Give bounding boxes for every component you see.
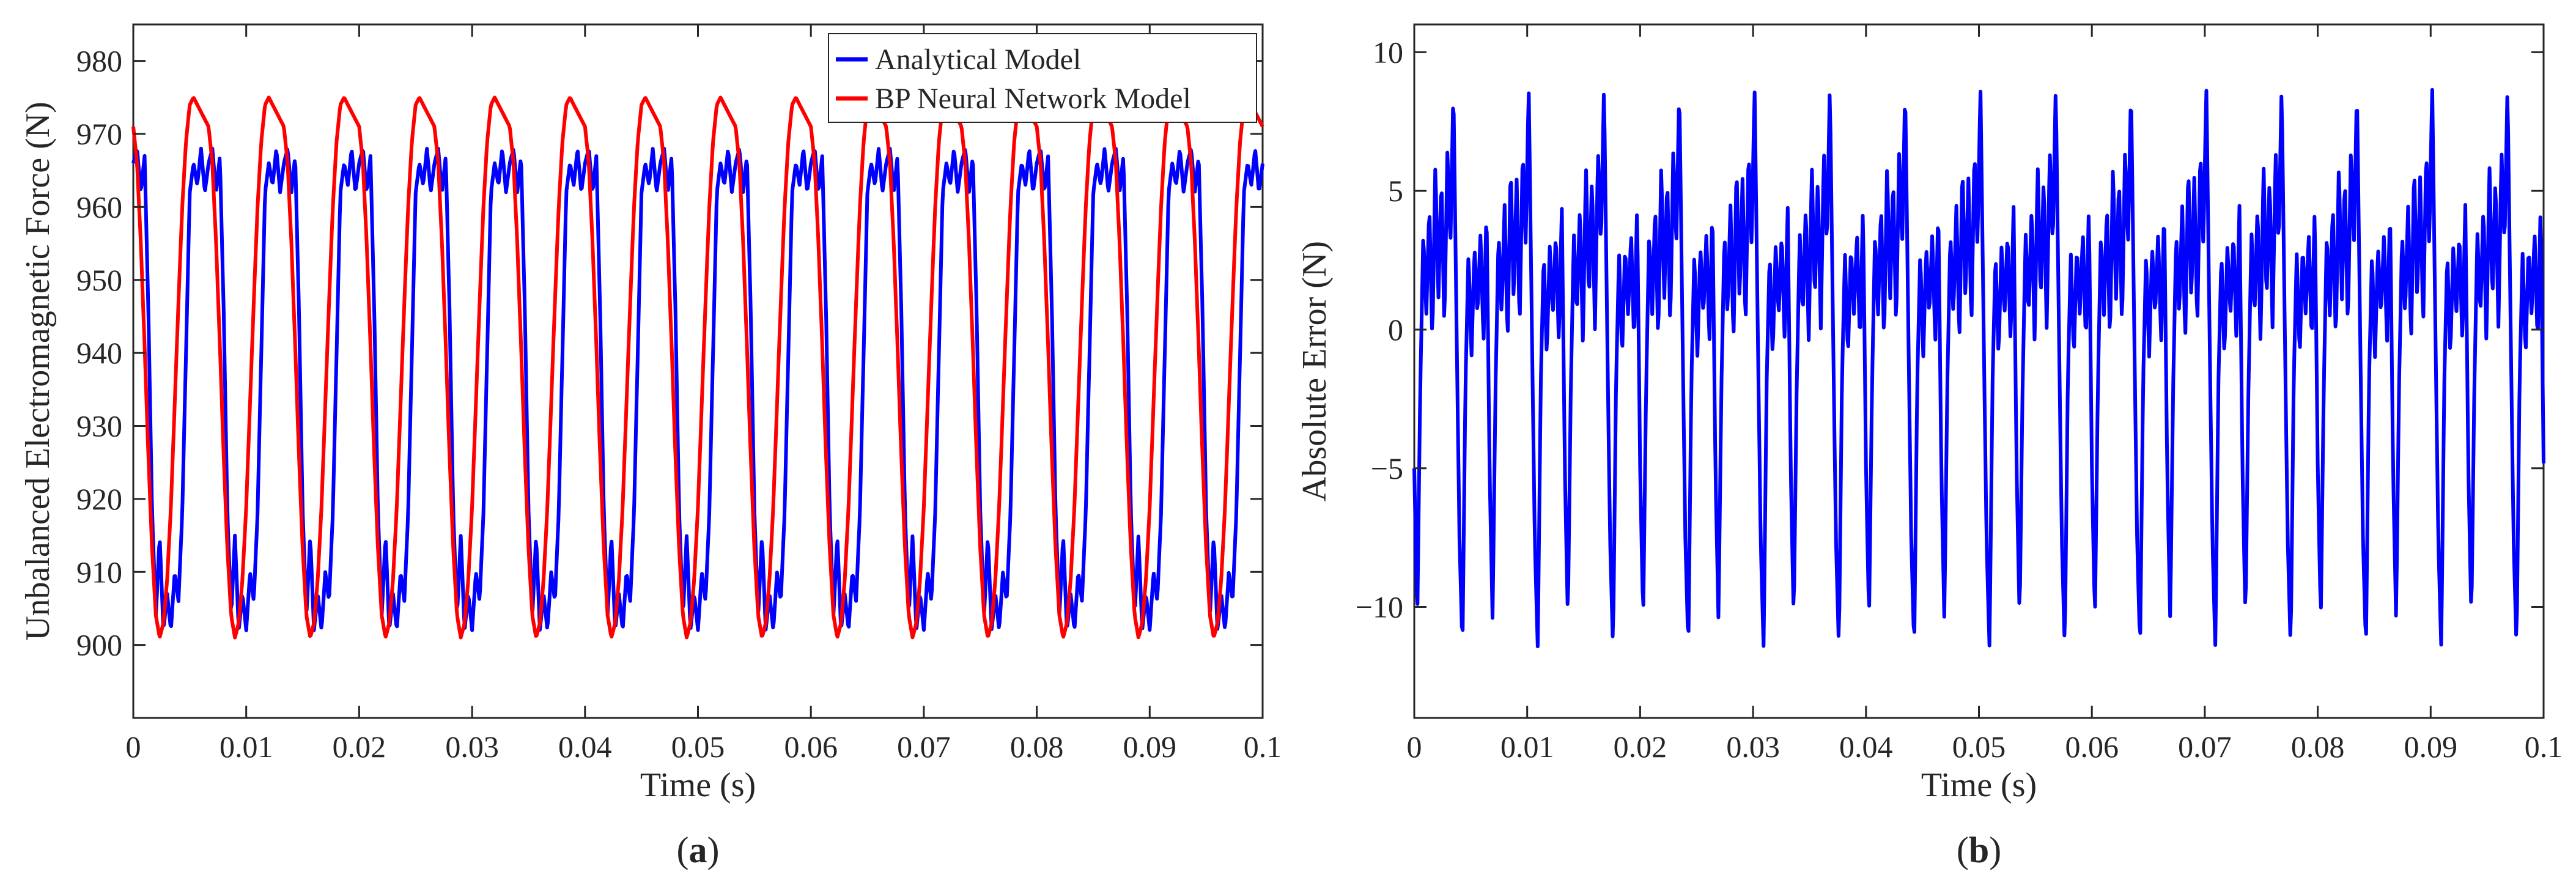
panel-a-legend: Analytical Model BP Neural Network Model xyxy=(828,33,1257,123)
panel-b-caption: (b) xyxy=(1957,830,2001,870)
panel-b-y-ticks: −10 −5 0 5 10 xyxy=(1356,35,2544,624)
x-tick-label: 0.1 xyxy=(1244,730,1282,764)
panel-b-chart: 0 0.01 0.02 0.03 0.04 0.05 0.06 0.07 0.08 0.09 0.1… xyxy=(1296,23,2563,870)
x-tick-label: 0.06 xyxy=(784,730,838,764)
panel-a-x-axis-label: Time (s) xyxy=(640,766,756,804)
x-tick-label: 0.03 xyxy=(1726,730,1780,764)
x-tick-label: 0.09 xyxy=(1123,730,1177,764)
panel-b-curves xyxy=(1412,87,2545,648)
x-tick-label: 0.01 xyxy=(1500,730,1554,764)
x-tick-label: 0.04 xyxy=(1839,730,1893,764)
series-line-absolute-error xyxy=(1412,87,2545,648)
legend-box xyxy=(828,33,1257,123)
panel-a-curves xyxy=(131,95,1264,640)
panel-b-letter: b xyxy=(1969,830,1989,870)
x-tick-label: 0.05 xyxy=(1952,730,2006,764)
x-tick-label: 0.1 xyxy=(2525,730,2563,764)
y-tick-label: 910 xyxy=(76,555,122,589)
panel-b-y-axis-label: Absolute Error (N) xyxy=(1296,241,1334,501)
y-tick-label: 980 xyxy=(76,44,122,78)
x-tick-label: 0.03 xyxy=(445,730,499,764)
y-tick-label: −10 xyxy=(1356,590,1403,624)
y-tick-label: 960 xyxy=(76,190,122,224)
y-tick-label: 5 xyxy=(1388,174,1403,208)
series-line-analytical-model xyxy=(131,147,1264,632)
y-tick-label: 920 xyxy=(76,482,122,516)
panel-b-x-axis-label: Time (s) xyxy=(1921,766,2037,804)
x-tick-label: 0 xyxy=(1407,730,1422,764)
x-tick-label: 0.02 xyxy=(333,730,386,764)
x-tick-label: 0.02 xyxy=(1614,730,1667,764)
panel-b-x-ticks: 0 0.01 0.02 0.03 0.04 0.05 0.06 0.07 0.08 0.09 0.1 xyxy=(1407,24,2563,764)
series-line-bp-neural-network-model xyxy=(131,95,1264,640)
y-tick-label: 970 xyxy=(76,117,122,151)
x-tick-label: 0.05 xyxy=(671,730,725,764)
panel-a-letter: a xyxy=(689,830,707,870)
x-tick-label: 0.08 xyxy=(1010,730,1064,764)
x-tick-label: 0.07 xyxy=(897,730,951,764)
x-tick-label: 0.01 xyxy=(220,730,273,764)
x-tick-label: 0.07 xyxy=(2178,730,2232,764)
x-tick-label: 0.06 xyxy=(2065,730,2119,764)
y-tick-label: 0 xyxy=(1388,312,1403,347)
y-tick-label: 950 xyxy=(76,263,122,297)
x-tick-label: 0.04 xyxy=(558,730,612,764)
y-tick-label: 930 xyxy=(76,409,122,443)
panel-a-x-ticks: 0 0.01 0.02 0.03 0.04 0.05 0.06 0.07 0.08 0.09 0.1 xyxy=(126,24,1282,764)
x-tick-label: 0 xyxy=(126,730,141,764)
y-tick-label: 940 xyxy=(76,336,122,370)
y-tick-label: −5 xyxy=(1371,451,1403,486)
x-tick-label: 0.09 xyxy=(2404,730,2458,764)
panel-a-y-ticks: 900 910 920 930 940 950 960 970 980 xyxy=(76,44,1263,662)
y-tick-label: 10 xyxy=(1373,35,1403,69)
y-tick-label: 900 xyxy=(76,628,122,662)
panel-a-caption: (a) xyxy=(677,830,720,870)
legend-label-analytical-model: Analytical Model xyxy=(875,43,1081,76)
x-tick-label: 0.08 xyxy=(2291,730,2345,764)
panel-a-chart: 0 0.01 0.02 0.03 0.04 0.05 0.06 0.07 0.08 0.09 0.1… xyxy=(19,23,1282,870)
legend-label-bp-neural-network-model: BP Neural Network Model xyxy=(875,83,1191,115)
panel-a-y-axis-label: Unbalanced Electromagnetic Force (N) xyxy=(19,102,57,641)
